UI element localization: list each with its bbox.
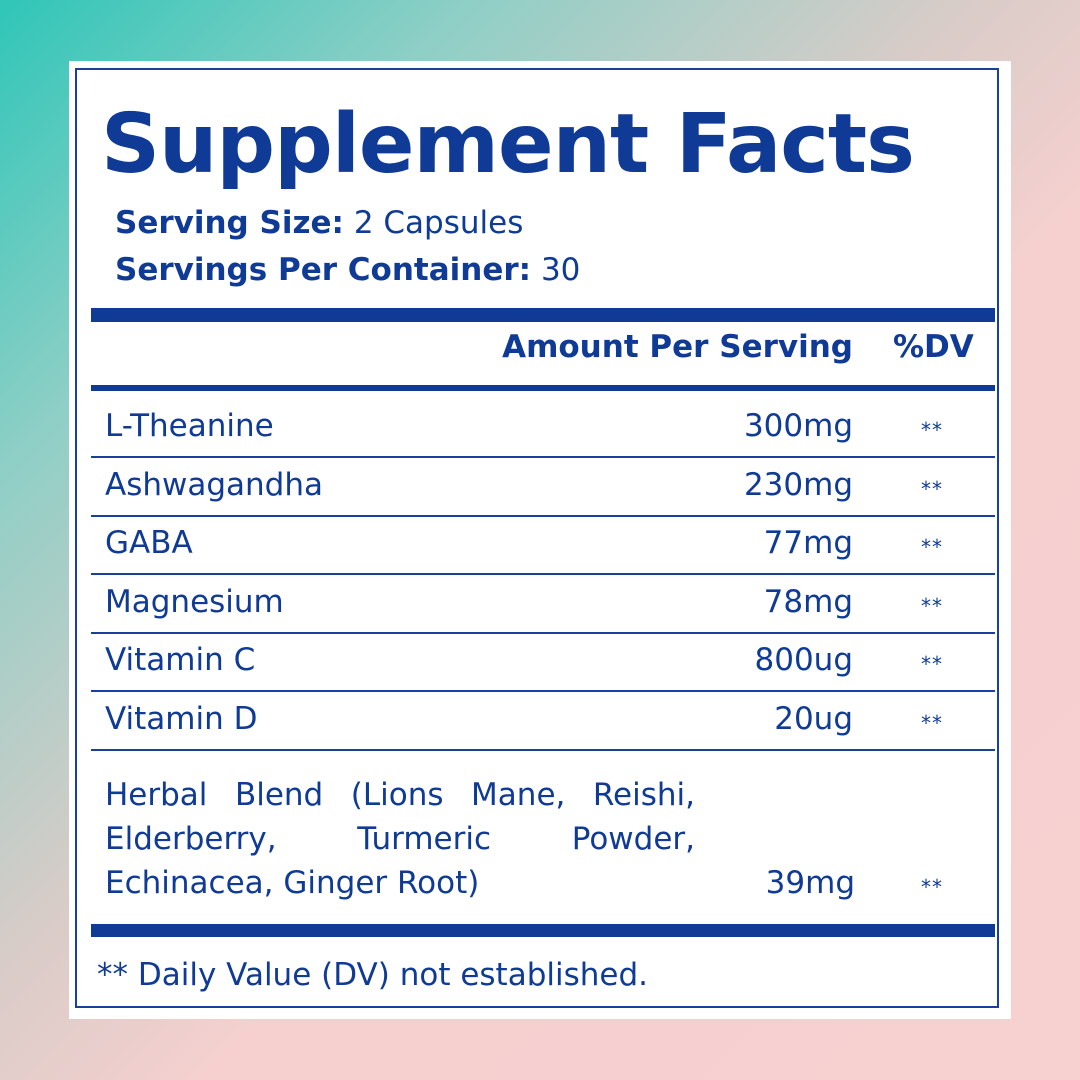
nutrient-amount: 78mg: [763, 583, 853, 620]
panel-border: [75, 68, 999, 1008]
serving-size: Serving Size: 2 Capsules: [115, 205, 523, 241]
title: Supplement Facts: [101, 97, 915, 192]
serving-size-label: Serving Size:: [115, 205, 344, 241]
nutrient-row: GABA 77mg **: [91, 517, 995, 575]
nutrient-name: Vitamin D: [105, 700, 258, 737]
header-amount: Amount Per Serving: [502, 329, 853, 365]
nutrient-name: Vitamin C: [105, 642, 256, 678]
servings-per-container: Servings Per Container: 30: [115, 252, 580, 288]
herbal-blend-dv: **: [921, 875, 943, 899]
nutrient-name: GABA: [105, 525, 193, 561]
nutrient-dv: **: [921, 710, 943, 735]
nutrient-amount: 77mg: [763, 525, 853, 561]
nutrient-row: Ashwagandha 230mg **: [91, 459, 995, 517]
nutrient-amount: 230mg: [743, 466, 853, 503]
nutrient-name: L-Theanine: [105, 408, 274, 444]
nutrient-dv: **: [921, 418, 943, 442]
nutrient-row: L-Theanine 300mg **: [91, 400, 995, 458]
nutrient-row: Vitamin C 800ug **: [91, 634, 995, 692]
nutrient-amount: 300mg: [743, 408, 853, 444]
nutrient-dv: **: [921, 535, 943, 559]
nutrient-row: Vitamin D 20ug **: [91, 693, 995, 751]
divider-medium: [91, 385, 995, 391]
nutrient-row: Magnesium 78mg **: [91, 576, 995, 634]
nutrient-name: Ashwagandha: [105, 466, 323, 503]
footnote: ** Daily Value (DV) not established.: [97, 957, 649, 993]
divider-thick-bottom: [91, 924, 995, 937]
servings-value: 30: [540, 252, 581, 288]
header-dv: %DV: [893, 329, 974, 365]
nutrient-amount: 20ug: [774, 700, 853, 737]
nutrient-dv: **: [921, 476, 943, 501]
herbal-blend-name: Herbal Blend (Lions Mane, Reishi, Elderb…: [105, 777, 695, 901]
servings-label: Servings Per Container:: [115, 252, 532, 288]
nutrient-amount: 800ug: [754, 642, 854, 678]
herbal-blend-amount: 39mg: [765, 865, 855, 901]
serving-size-value: 2 Capsules: [353, 205, 524, 241]
nutrient-name: Magnesium: [105, 583, 284, 620]
nutrient-dv: **: [921, 652, 943, 676]
divider-thick: [91, 308, 995, 322]
nutrient-dv: **: [921, 593, 943, 618]
supplement-facts-panel: Supplement Facts Serving Size: 2 Capsule…: [69, 61, 1011, 1019]
